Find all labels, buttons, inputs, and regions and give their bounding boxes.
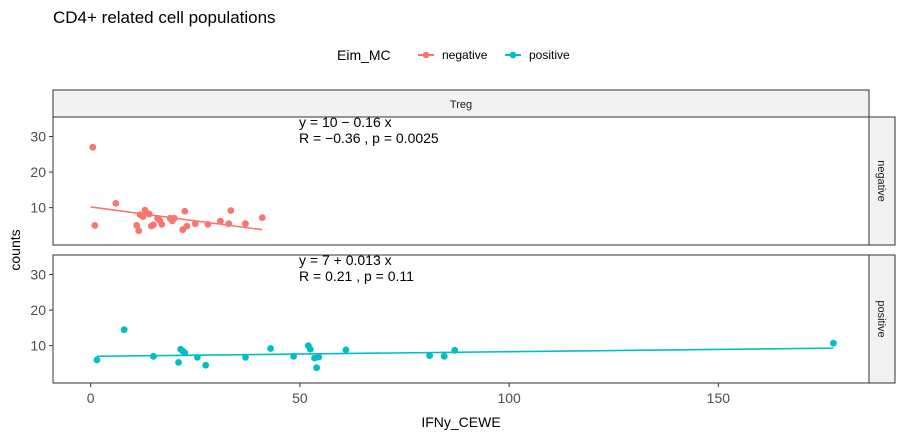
data-point-negative — [225, 220, 233, 228]
data-point-negative — [227, 207, 235, 214]
data-point-positive — [202, 361, 210, 369]
facet-strip-top-label: Treg — [450, 99, 472, 111]
data-point-negative — [91, 222, 99, 229]
y-tick-label: 20 — [30, 302, 46, 318]
data-point-positive — [150, 352, 157, 360]
legend-key-point — [509, 51, 517, 59]
data-point-negative — [216, 217, 224, 225]
legend-label-positive: positive — [529, 48, 570, 62]
legend: Eim_MC negative positive — [337, 47, 570, 63]
y-tick-label: 20 — [30, 164, 46, 180]
data-point-positive — [830, 339, 837, 347]
data-point-negative — [158, 220, 166, 228]
data-point-positive — [181, 349, 189, 357]
facet-strip-right-bg — [868, 254, 896, 384]
regression-equation: y = 7 + 0.013 x — [299, 252, 392, 268]
data-point-negative — [183, 222, 191, 230]
data-point-positive — [342, 346, 350, 354]
data-point-positive — [313, 364, 321, 372]
regression-equation: y = 10 − 0.16 x — [299, 114, 392, 130]
x-tick-label: 0 — [87, 390, 95, 406]
data-point-negative — [112, 200, 120, 207]
data-point-negative — [181, 207, 189, 215]
data-point-negative — [191, 220, 199, 228]
panel-border — [52, 116, 870, 246]
data-point-negative — [133, 222, 141, 229]
data-point-positive — [451, 346, 459, 354]
panel-negative: negative 10 20 30 y = 10 − 0.16 xR = −0.36 ,… — [30, 114, 896, 246]
legend-label-negative: negative — [442, 48, 488, 62]
fit-line-positive — [96, 347, 834, 358]
facet-strip-right-bg — [868, 116, 896, 246]
data-point-positive — [306, 345, 314, 353]
data-point-negative — [150, 221, 157, 229]
data-point-positive — [315, 353, 323, 361]
data-point-positive — [426, 352, 434, 360]
data-point-positive — [440, 352, 448, 360]
data-point-positive — [193, 354, 201, 361]
data-point-positive — [242, 354, 249, 361]
panel-positive: positive 10 20 30 y = 7 + 0.013 xR = 0.21 , … — [30, 252, 896, 384]
y-tick-label: 30 — [30, 267, 46, 283]
legend-title: Eim_MC — [337, 47, 391, 63]
y-tick-label: 10 — [30, 338, 46, 354]
regression-stats: R = 0.21 , p = 0.11 — [299, 268, 414, 284]
facet-strip-right-label: negative — [875, 160, 887, 202]
x-tick-label: 150 — [707, 390, 731, 406]
data-point-positive — [290, 352, 298, 360]
data-point-negative — [145, 210, 153, 218]
data-point-negative — [139, 213, 147, 220]
data-point-positive — [120, 326, 128, 334]
regression-stats: R = −0.36 , p = 0.0025 — [299, 130, 439, 146]
y-tick-label: 10 — [30, 200, 46, 216]
legend-key-point — [422, 51, 430, 59]
chart-title: CD4+ related cell populations — [53, 8, 276, 27]
x-tick-label: 100 — [497, 390, 521, 406]
y-tick-label: 30 — [30, 129, 46, 145]
data-point-positive — [93, 356, 101, 364]
facet-strip-top-bg — [52, 89, 870, 118]
data-point-negative — [170, 214, 178, 222]
y-axis-title: counts — [7, 229, 23, 270]
data-point-positive — [267, 345, 274, 352]
data-point-negative — [258, 214, 266, 222]
x-axis-title: IFNy_CEWE — [421, 414, 500, 430]
panel-border — [52, 254, 870, 384]
data-point-positive — [175, 358, 182, 366]
data-point-negative — [135, 227, 143, 235]
data-point-negative — [242, 220, 249, 228]
data-point-negative — [204, 220, 212, 228]
facet-strip-right-label: positive — [875, 300, 887, 337]
x-tick-label: 50 — [292, 390, 308, 406]
data-point-negative — [89, 143, 97, 151]
facet-strip-top: Treg — [52, 89, 870, 118]
